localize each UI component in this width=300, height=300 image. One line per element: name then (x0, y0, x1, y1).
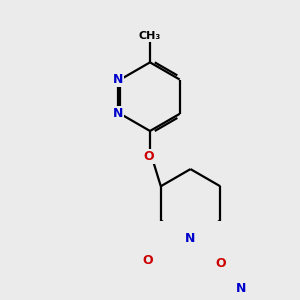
Text: N: N (185, 232, 196, 245)
Text: N: N (236, 282, 246, 295)
Text: O: O (144, 150, 154, 163)
Text: O: O (144, 150, 154, 163)
Text: N: N (113, 73, 123, 86)
Text: CH₃: CH₃ (139, 31, 161, 41)
Text: N: N (113, 107, 123, 120)
Text: O: O (216, 257, 226, 270)
Text: O: O (142, 254, 153, 267)
